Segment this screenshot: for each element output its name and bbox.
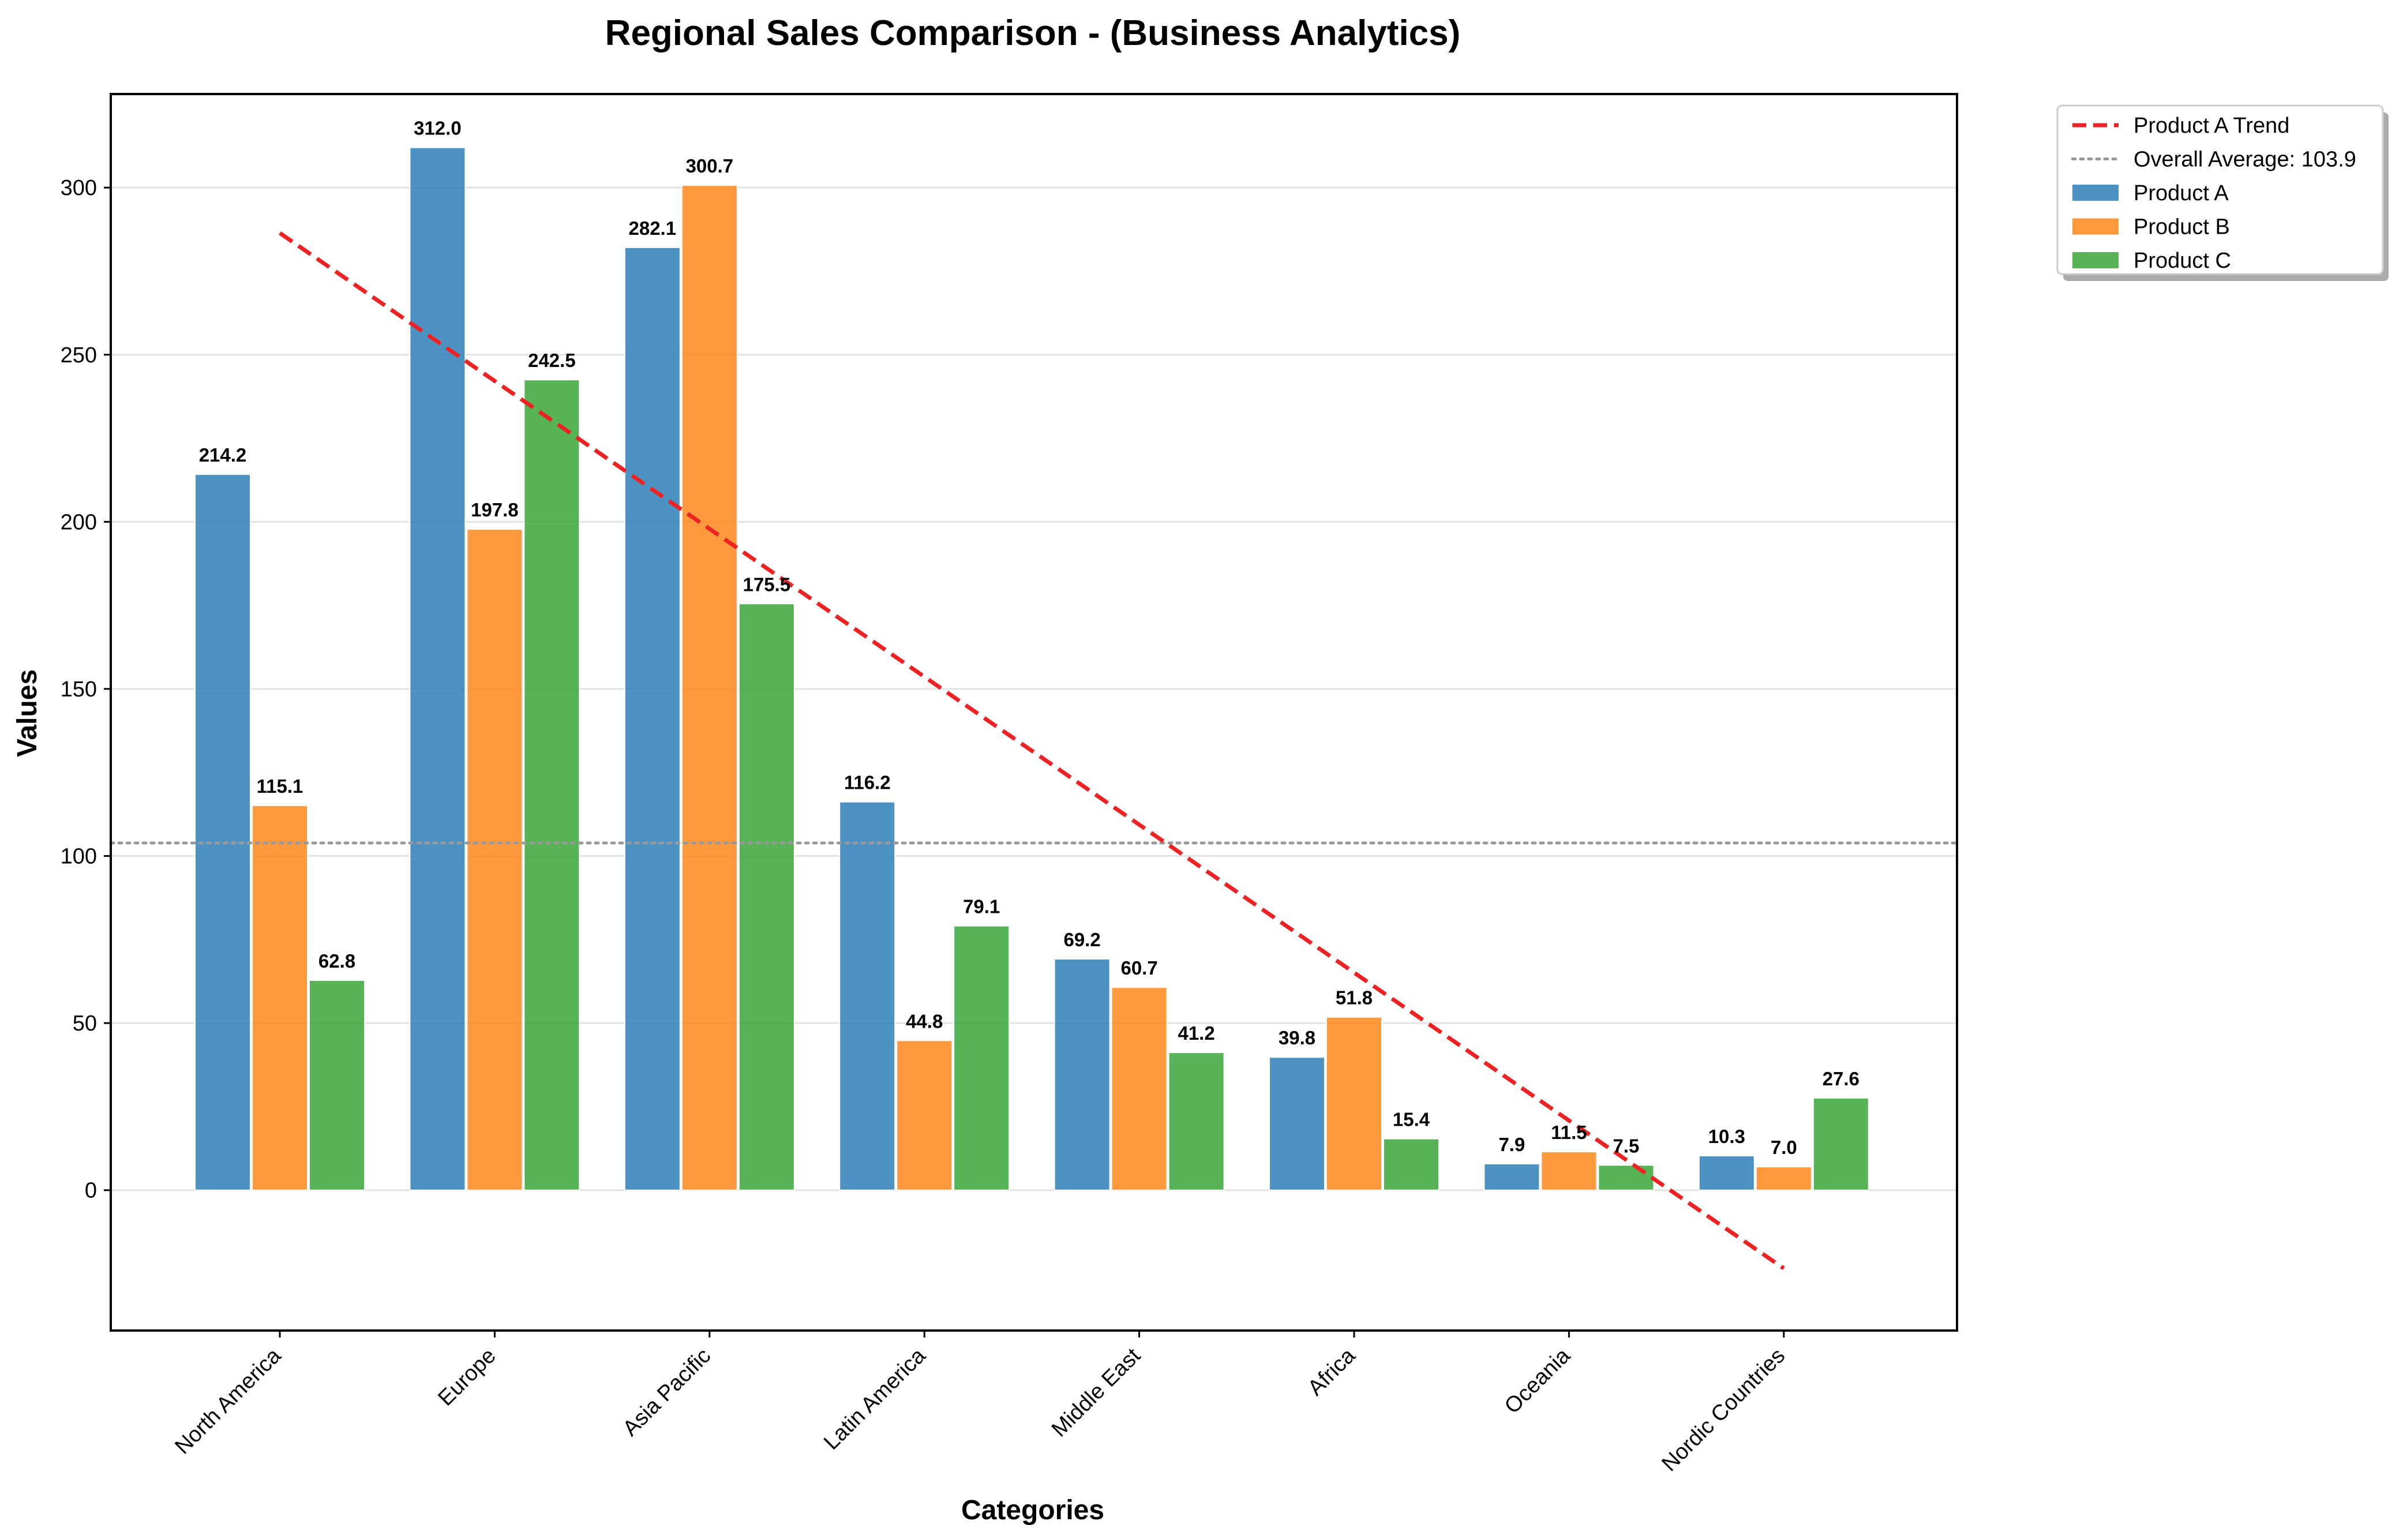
bar-product-c bbox=[1383, 1138, 1439, 1191]
legend-label-series: Product A bbox=[2134, 181, 2229, 205]
legend-swatch-series bbox=[2072, 252, 2119, 268]
bar-product-c bbox=[738, 603, 795, 1191]
bar-product-c bbox=[1812, 1097, 1869, 1191]
bar-value-label: 7.5 bbox=[1613, 1135, 1639, 1156]
x-axis: North America Europe Asia Pacific Latin Ame… bbox=[170, 1331, 1790, 1476]
bar-product-c bbox=[1168, 1052, 1225, 1191]
x-tick-label: Nordic Countries bbox=[1657, 1344, 1790, 1477]
bar-value-label: 44.8 bbox=[906, 1010, 943, 1032]
plot-frame bbox=[110, 93, 1958, 1332]
legend-label-series: Product C bbox=[2134, 249, 2231, 273]
x-tick-label: Latin America bbox=[819, 1343, 931, 1455]
bar-product-a bbox=[1054, 958, 1111, 1191]
bar-value-label: 312.0 bbox=[414, 118, 462, 139]
bar-value-label: 7.0 bbox=[1771, 1137, 1797, 1158]
bar-value-label: 116.2 bbox=[844, 772, 891, 793]
legend-swatch-series bbox=[2072, 185, 2119, 201]
x-tick-label: Africa bbox=[1303, 1343, 1360, 1400]
y-tick-label: 50 bbox=[73, 1011, 97, 1036]
bar-value-label: 51.8 bbox=[1336, 987, 1373, 1009]
legend: Product A Trend Overall Average: 103.9 Pro… bbox=[2056, 104, 2389, 281]
legend-box bbox=[2056, 104, 2384, 275]
x-tick-label: Middle East bbox=[1047, 1343, 1145, 1441]
legend-swatch-series bbox=[2072, 218, 2119, 235]
bar-value-label: 115.1 bbox=[257, 775, 303, 797]
legend-label-trend: Product A Trend bbox=[2134, 114, 2289, 138]
legend-label-series: Product B bbox=[2134, 215, 2230, 239]
y-tick-label: 200 bbox=[61, 510, 97, 534]
bar-product-b bbox=[1540, 1151, 1598, 1191]
bar-product-a bbox=[1483, 1163, 1540, 1191]
bar-value-label: 27.6 bbox=[1823, 1068, 1860, 1089]
bar-value-label: 11.5 bbox=[1551, 1122, 1587, 1143]
y-tick-label: 300 bbox=[61, 176, 97, 200]
bar-product-b bbox=[466, 529, 523, 1191]
bar-value-label: 60.7 bbox=[1120, 957, 1157, 979]
bar-value-label: 39.8 bbox=[1279, 1027, 1315, 1048]
bar-product-c bbox=[523, 379, 580, 1191]
grid-layer bbox=[111, 186, 1957, 1191]
bars-layer bbox=[194, 147, 1869, 1191]
bar-value-label: 62.8 bbox=[318, 950, 355, 972]
bar-product-b bbox=[1326, 1016, 1382, 1191]
bar-product-a bbox=[624, 246, 681, 1191]
bar-labels-layer: 214.2 312.0 282.1 116.2 69.2 39.8 7.9 10.3 115.1… bbox=[199, 118, 1860, 1159]
y-tick-label: 150 bbox=[61, 677, 97, 702]
chart-title: Regional Sales Comparison - (Business An… bbox=[605, 13, 1461, 53]
bar-value-label: 197.8 bbox=[471, 499, 519, 520]
bar-value-label: 7.9 bbox=[1498, 1134, 1525, 1155]
bar-product-a bbox=[1698, 1155, 1755, 1191]
y-axis-title: Values bbox=[12, 669, 43, 757]
bar-value-label: 41.2 bbox=[1178, 1022, 1214, 1044]
bar-product-a bbox=[409, 147, 466, 1191]
lines-layer bbox=[109, 231, 1959, 1271]
x-axis-title: Categories bbox=[961, 1495, 1104, 1526]
y-axis: 0 50 100 150 200 250 300 bbox=[61, 176, 111, 1203]
bar-product-a bbox=[839, 801, 896, 1191]
x-tick-label: Asia Pacific bbox=[618, 1344, 716, 1441]
bar-value-label: 300.7 bbox=[686, 155, 734, 177]
bar-value-label: 10.3 bbox=[1708, 1126, 1745, 1147]
bar-product-b bbox=[896, 1040, 953, 1191]
bar-product-a bbox=[1269, 1056, 1325, 1191]
trend-line bbox=[279, 231, 1785, 1271]
bar-product-b bbox=[1111, 987, 1168, 1191]
bar-product-c bbox=[953, 925, 1010, 1191]
y-tick-label: 250 bbox=[61, 343, 97, 368]
bar-product-b bbox=[681, 185, 738, 1191]
legend-label-average: Overall Average: 103.9 bbox=[2134, 148, 2356, 172]
bar-product-a bbox=[194, 474, 251, 1191]
bar-product-b bbox=[1755, 1166, 1812, 1191]
bar-product-c bbox=[1598, 1164, 1655, 1191]
x-tick-label: Oceania bbox=[1500, 1343, 1575, 1418]
bar-value-label: 214.2 bbox=[199, 444, 247, 466]
bar-product-b bbox=[252, 805, 308, 1191]
bar-value-label: 175.5 bbox=[743, 574, 791, 595]
bar-product-c bbox=[309, 980, 365, 1191]
x-tick-label: Europe bbox=[433, 1344, 500, 1411]
y-tick-label: 0 bbox=[85, 1179, 97, 1203]
y-tick-label: 100 bbox=[61, 845, 97, 869]
bar-value-label: 79.1 bbox=[963, 896, 1000, 917]
bar-value-label: 69.2 bbox=[1063, 929, 1100, 950]
bar-value-label: 15.4 bbox=[1393, 1109, 1430, 1130]
bar-value-label: 282.1 bbox=[629, 218, 677, 239]
x-tick-label: North America bbox=[170, 1343, 286, 1459]
bar-value-label: 242.5 bbox=[528, 350, 576, 371]
